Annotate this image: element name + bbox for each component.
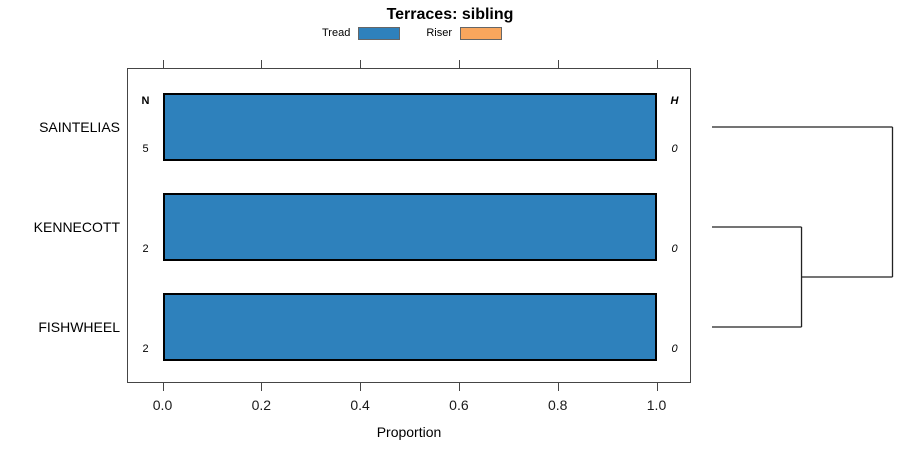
legend-label-riser: Riser bbox=[426, 27, 452, 39]
category-label-saintelias: SAINTELIAS bbox=[39, 119, 120, 135]
bar-tread-fishwheel bbox=[162, 293, 657, 361]
x-tick-bottom bbox=[360, 383, 362, 391]
bar-tread-saintelias bbox=[162, 93, 657, 161]
x-tick-label: 0.6 bbox=[449, 397, 469, 413]
category-label-kennecott: KENNECOTT bbox=[33, 219, 120, 235]
n-value: 2 bbox=[142, 243, 149, 255]
x-tick-label: 0.8 bbox=[547, 397, 568, 413]
x-tick-bottom bbox=[458, 383, 460, 391]
x-tick-label: 0.4 bbox=[350, 397, 370, 413]
bar-tread-kennecott bbox=[162, 193, 657, 261]
x-tick-top bbox=[656, 60, 658, 68]
legend-label-tread: Tread bbox=[322, 27, 351, 39]
legend: Tread Riser bbox=[322, 26, 502, 40]
h-column-header: H bbox=[670, 95, 679, 107]
n-value: 2 bbox=[142, 343, 149, 355]
x-tick-bottom bbox=[261, 383, 263, 391]
h-value: 0 bbox=[671, 243, 678, 255]
x-tick-top bbox=[458, 60, 460, 68]
x-tick-top bbox=[360, 60, 362, 68]
x-tick-bottom bbox=[557, 383, 559, 391]
x-tick-label: 0.0 bbox=[152, 397, 173, 413]
legend-item-riser: Riser bbox=[426, 26, 502, 40]
category-label-fishwheel: FISHWHEEL bbox=[38, 319, 120, 335]
x-axis-title: Proportion bbox=[376, 424, 442, 440]
h-value: 0 bbox=[671, 343, 678, 355]
x-tick-bottom bbox=[656, 383, 658, 391]
legend-swatch-riser bbox=[460, 26, 502, 40]
n-column-header: N bbox=[141, 95, 150, 107]
legend-swatch-tread bbox=[358, 26, 401, 40]
x-tick-top bbox=[261, 60, 263, 68]
x-tick-top bbox=[557, 60, 559, 68]
chart-title: Terraces: sibling bbox=[386, 6, 514, 23]
legend-item-tread: Tread bbox=[322, 26, 401, 40]
x-tick-label: 1.0 bbox=[646, 397, 667, 413]
x-tick-label: 0.2 bbox=[251, 397, 272, 413]
n-value: 5 bbox=[142, 143, 149, 155]
x-tick-top bbox=[162, 60, 164, 68]
h-value: 0 bbox=[671, 143, 678, 155]
x-tick-bottom bbox=[162, 383, 164, 391]
